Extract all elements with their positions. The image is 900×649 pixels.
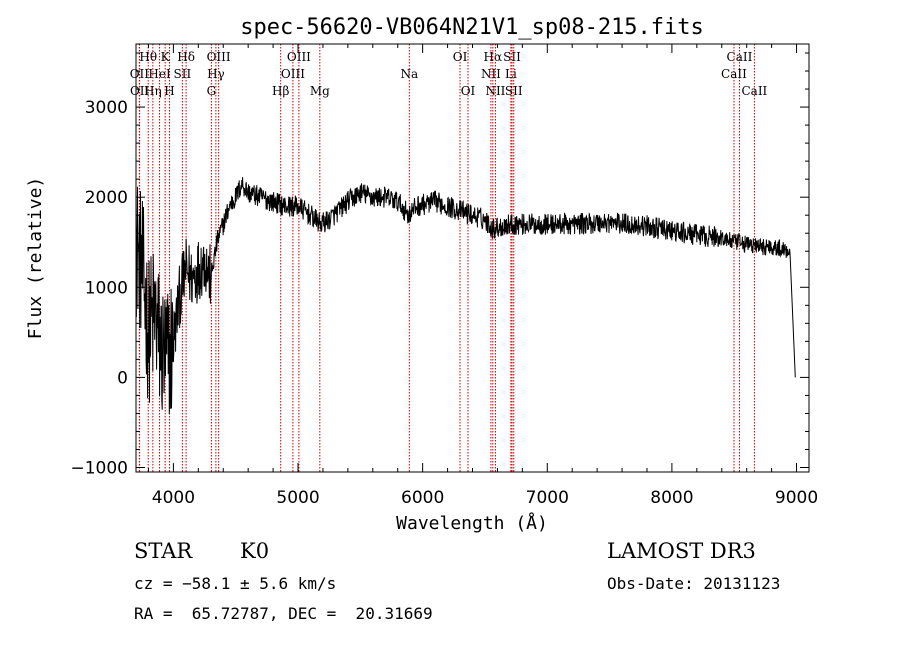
chart-title: spec-56620-VB064N21V1_sp08-215.fits — [240, 15, 704, 40]
y-axis-label: Flux (relative) — [25, 177, 46, 340]
y-axis-ticks: −1000 0 1000 2000 3000 — [70, 52, 809, 478]
y-tick-label-1: 0 — [117, 368, 128, 388]
marker-label-24: SII — [505, 84, 523, 98]
spectrum-layer — [135, 177, 796, 415]
marker-label-15: Mg — [310, 84, 330, 98]
marker-label-4: K — [161, 50, 171, 64]
marker-label-10: Hγ — [207, 67, 225, 81]
marker-label-5: HeI — [148, 67, 171, 81]
spectrum-line — [135, 177, 796, 415]
x-tick-label-4: 8000 — [650, 488, 693, 508]
marker-label-22: SII — [503, 50, 521, 64]
survey-name: LAMOST DR3 — [607, 539, 756, 563]
marker-label-16: Na — [400, 67, 418, 81]
marker-label-3: Hη — [144, 84, 162, 98]
x-tick-label-3: 7000 — [526, 488, 569, 508]
marker-label-26: CaII — [721, 67, 747, 81]
marker-label-0: Hθ — [139, 50, 157, 64]
y-tick-label-4: 3000 — [85, 98, 128, 118]
marker-label-14: OIII — [281, 67, 305, 81]
y-tick-label-2: 1000 — [85, 278, 128, 298]
x-tick-label-5: 9000 — [775, 488, 818, 508]
marker-label-11: G — [207, 84, 217, 98]
plot-frame — [135, 43, 810, 473]
marker-label-17: OI — [453, 50, 468, 64]
marker-label-27: CaII — [741, 84, 767, 98]
marker-label-18: OI — [461, 84, 476, 98]
marker-label-9: OIII — [207, 50, 231, 64]
spectrum-chart: spec-56620-VB064N21V1_sp08-215.fits Hθ OI… — [25, 15, 818, 534]
x-tick-label-2: 6000 — [401, 488, 444, 508]
x-tick-label-0: 4000 — [152, 488, 195, 508]
observation-date: Obs-Date: 20131123 — [607, 574, 781, 593]
marker-label-20: NII — [481, 67, 501, 81]
x-tick-label-1: 5000 — [276, 488, 319, 508]
marker-label-8: SII — [174, 67, 192, 81]
coordinates-readout: RA = 65.72787, DEC = 20.31669 — [134, 604, 433, 623]
marker-label-19: Hα — [484, 50, 503, 64]
marker-label-25: CaII — [727, 50, 753, 64]
marker-label-6: H — [164, 84, 174, 98]
y-tick-label-3: 2000 — [85, 188, 128, 208]
marker-label-7: Hδ — [177, 50, 195, 64]
marker-label-13: OIII — [287, 50, 311, 64]
marker-label-23: Li — [505, 67, 517, 81]
object-class: STAR — [134, 539, 193, 563]
object-subclass: K0 — [240, 539, 270, 563]
x-axis-label: Wavelength (Å) — [396, 512, 548, 534]
redshift-readout: cz = −58.1 ± 5.6 km/s — [134, 574, 337, 593]
marker-label-21: NII — [485, 84, 505, 98]
x-axis-ticks: 4000 5000 6000 7000 8000 9000 — [147, 44, 818, 508]
marker-label-2: OII — [130, 84, 150, 98]
y-tick-label-0: −1000 — [70, 458, 128, 478]
marker-label-12: Hβ — [272, 84, 289, 98]
